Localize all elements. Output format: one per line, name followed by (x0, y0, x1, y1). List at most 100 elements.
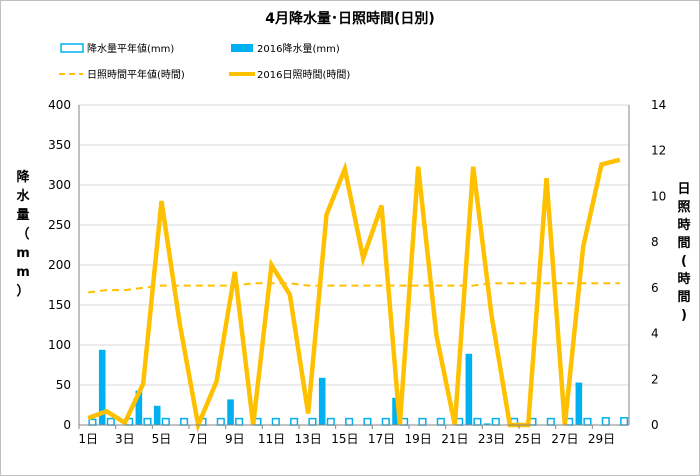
right-axis-label-char: 照 (677, 200, 690, 215)
x-tick-label: 15日 (331, 432, 358, 446)
x-axis-ticks: 1日 3日 5日 7日 9日 11日 13日 15日 17日 19日 21日 23日 25日 27日 29日 (78, 425, 615, 446)
x-tick-label: 9日 (225, 432, 245, 446)
right-axis-label: 日照時間(時間) (677, 182, 690, 323)
x-tick-label: 23日 (478, 432, 505, 446)
bar-normal-precip (546, 417, 555, 426)
left-tick-label: 250 (48, 218, 71, 232)
legend-swatch-normal-precip (60, 43, 84, 53)
bar-2016-precip (575, 382, 583, 425)
right-axis-label-char: 時 (677, 271, 690, 287)
bar-2016-precip (465, 353, 473, 425)
legend: 降水量平年値(mm) 2016降水量(mm) 日照時間平年値(時間) 2016日照時間… (59, 42, 350, 81)
right-tick-label: 12 (651, 144, 666, 158)
right-tick-label: 6 (651, 281, 659, 295)
bar-normal-precip (436, 417, 445, 426)
bar-normal-precip (601, 417, 610, 426)
x-tick-label: 29日 (588, 432, 615, 446)
bar-normal-precip (381, 417, 390, 426)
chart-title: 4月降水量･日照時間(日別) (265, 10, 435, 27)
bar-normal-precip (620, 417, 629, 426)
right-tick-label: 4 (651, 327, 659, 341)
bar-normal-precip (418, 417, 427, 426)
x-tick-label: 1日 (78, 432, 98, 446)
gridlines (79, 104, 629, 386)
right-tick-label: 10 (651, 189, 666, 203)
legend-label-2016-sunshine: 2016日照時間(時間) (257, 69, 350, 81)
x-tick-label: 17日 (368, 432, 395, 446)
legend-label-2016-precip: 2016降水量(mm) (257, 42, 340, 55)
left-tick-label: 100 (48, 338, 71, 352)
right-axis-label-char: ) (681, 308, 687, 323)
bar-2016-precip (483, 423, 491, 425)
left-tick-label: 0 (63, 418, 71, 432)
line-sunshine-normal (88, 282, 620, 294)
x-tick-label: 27日 (551, 432, 578, 446)
left-axis-label: 降水量 （ mm ） (16, 169, 30, 299)
bar-2016-precip (318, 377, 326, 425)
right-axis-label-char: 時 (677, 217, 690, 233)
bar-normal-precip (363, 417, 372, 426)
right-tick-label: 0 (651, 418, 659, 432)
bar-normal-precip (235, 417, 244, 426)
bar-normal-precip (491, 417, 500, 426)
x-tick-label: 13日 (295, 432, 322, 446)
bars-normal-precip (88, 417, 629, 426)
bar-2016-precip (392, 397, 399, 425)
left-axis-ticks: 0 50 100 150 200 250 300 350 400 (48, 98, 71, 432)
left-axis-label-char: 量 (16, 208, 29, 223)
bar-normal-precip (106, 417, 115, 426)
left-tick-label: 150 (48, 298, 71, 312)
bar-normal-precip (271, 417, 280, 426)
right-axis-label-char: 間 (677, 290, 690, 305)
bars-2016-precip (98, 349, 583, 425)
right-axis-label-char: 間 (677, 236, 690, 251)
line-sunshine-2016 (87, 157, 621, 433)
left-axis-label-char: m (16, 246, 30, 261)
lines (87, 157, 621, 433)
bar-normal-precip (290, 417, 299, 426)
bar-normal-precip (88, 418, 97, 426)
x-tick-label: 7日 (188, 432, 208, 446)
axes (78, 105, 630, 426)
bar-normal-precip (583, 417, 592, 426)
legend-swatch-2016-precip (231, 44, 253, 52)
left-tick-label: 50 (56, 378, 71, 392)
left-axis-label-char: ） (16, 283, 29, 299)
x-tick-label: 25日 (515, 432, 542, 446)
left-axis-label-char: 降 (16, 169, 30, 185)
left-tick-label: 350 (48, 138, 71, 152)
left-axis-label-char: 水 (16, 188, 30, 204)
left-tick-label: 300 (48, 178, 71, 192)
bar-normal-precip (308, 417, 317, 426)
left-axis-label-char: m (16, 265, 30, 280)
x-tick-label: 21日 (441, 432, 468, 446)
right-axis-ticks: 0 2 4 6 8 10 12 14 (651, 98, 666, 432)
x-tick-label: 5日 (152, 432, 172, 446)
bar-2016-precip (135, 390, 143, 425)
bar-normal-precip (216, 417, 225, 426)
right-axis-label-char: 日 (677, 182, 690, 197)
bar-normal-precip (161, 417, 170, 426)
bar-2016-precip (227, 399, 234, 425)
right-axis-label-char: ( (681, 254, 687, 269)
bar-normal-precip (473, 417, 482, 426)
x-tick-label: 19日 (405, 432, 432, 446)
left-tick-label: 200 (48, 258, 71, 272)
left-tick-label: 400 (48, 98, 71, 112)
x-tick-label: 11日 (258, 432, 285, 446)
right-tick-label: 14 (651, 98, 666, 112)
bar-normal-precip (345, 417, 354, 426)
legend-label-normal-sunshine: 日照時間平年値(時間) (87, 68, 185, 81)
bar-normal-precip (143, 417, 152, 426)
x-tick-label: 3日 (115, 432, 135, 446)
bar-2016-precip (153, 405, 161, 425)
bar-normal-precip (326, 417, 335, 426)
bar-normal-precip (180, 417, 189, 426)
right-tick-label: 8 (651, 235, 659, 249)
bar-2016-precip (98, 349, 106, 425)
legend-label-normal-precip: 降水量平年値(mm) (87, 42, 174, 55)
right-tick-label: 2 (651, 372, 659, 386)
left-axis-label-char: （ (16, 226, 29, 242)
